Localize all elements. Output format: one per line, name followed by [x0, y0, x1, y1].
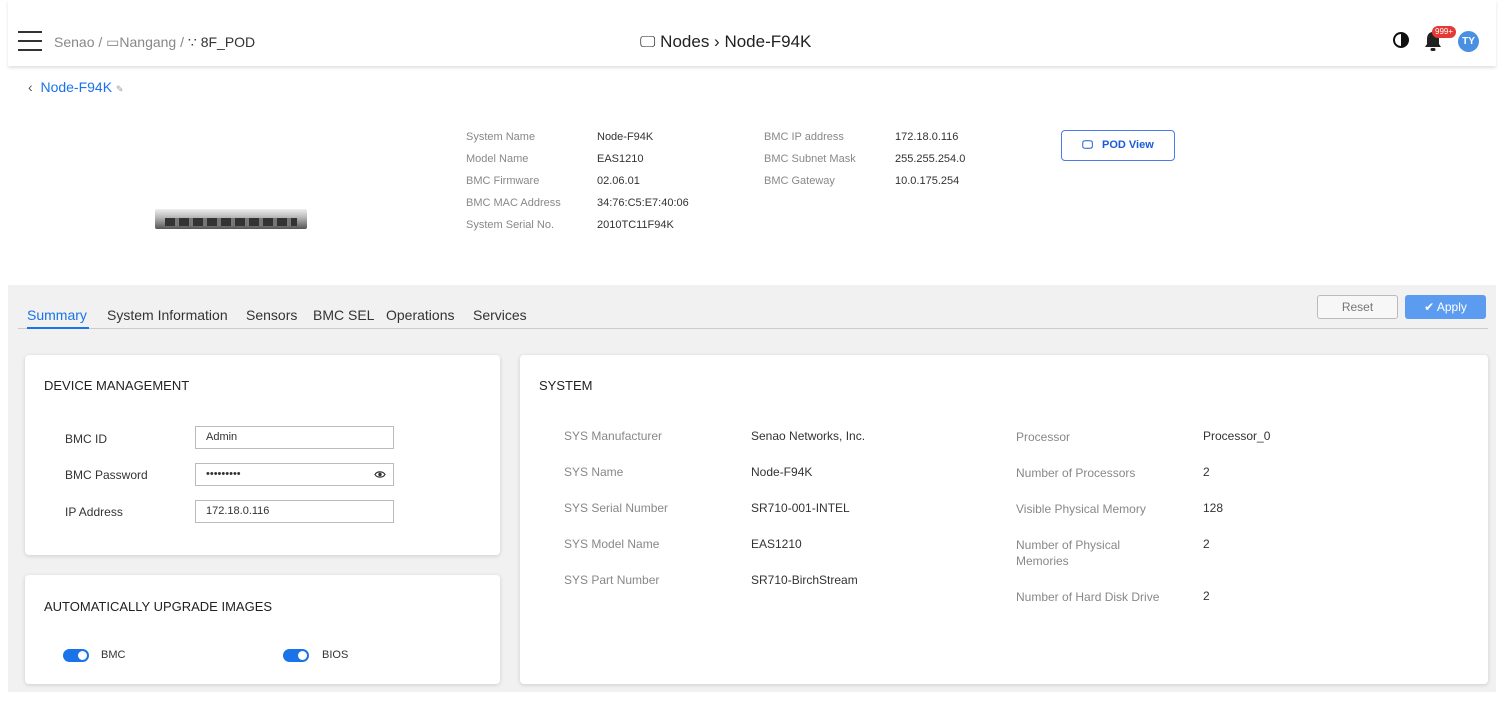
password-value: ••••••••• [206, 468, 241, 480]
top-bar [8, 0, 1496, 66]
info-value: EAS1210 [597, 153, 644, 165]
system-label: SYS Part Number [564, 573, 660, 587]
system-value: 2 [1203, 537, 1210, 551]
monitor-icon: 🖵 [640, 34, 656, 51]
ip-address-input[interactable]: 172.18.0.116 [195, 500, 394, 523]
ip-address-label: IP Address [65, 505, 123, 519]
tab-sensors[interactable]: Sensors [246, 307, 298, 323]
card-title: DEVICE MANAGEMENT [44, 378, 190, 393]
server-image [155, 209, 307, 229]
system-label: SYS Serial Number [564, 501, 669, 515]
info-label: System Serial No. [466, 219, 555, 231]
title-section: Nodes [660, 32, 710, 51]
info-label: Model Name [466, 153, 529, 165]
card-title: SYSTEM [539, 378, 593, 393]
tab-divider [18, 328, 1488, 329]
system-label: Number of Hard Disk Drive [1016, 590, 1160, 604]
bmc-id-input[interactable]: Admin [195, 426, 394, 449]
edit-icon[interactable]: ✎ [115, 84, 124, 94]
tab-summary[interactable]: Summary [27, 307, 87, 323]
info-value: 10.0.175.254 [895, 175, 960, 187]
active-tab-indicator [27, 327, 89, 329]
info-label: BMC Firmware [466, 175, 540, 187]
bios-toggle[interactable] [283, 649, 309, 662]
system-label: SYS Name [564, 465, 624, 479]
avatar[interactable]: TY [1458, 31, 1479, 52]
system-label: SYS Manufacturer [564, 429, 663, 443]
info-value: Node-F94K [597, 131, 654, 143]
system-value: SR710-BirchStream [751, 573, 858, 587]
card-title: AUTOMATICALLY UPGRADE IMAGES [44, 599, 273, 614]
eye-icon[interactable] [374, 470, 386, 479]
info-label: BMC MAC Address [466, 197, 561, 209]
system-value: EAS1210 [751, 537, 802, 551]
system-value: Processor_0 [1203, 429, 1271, 443]
info-value: 02.06.01 [597, 175, 640, 187]
chevron-left-icon: ‹ [28, 79, 33, 95]
info-label: BMC Subnet Mask [764, 153, 856, 165]
system-value: 2 [1203, 465, 1210, 479]
system-label: Number of Processors [1016, 466, 1136, 480]
bmc-password-input[interactable]: ••••••••• [195, 463, 394, 486]
breadcrumb-site[interactable]: Nangang / [119, 34, 184, 50]
reset-button[interactable]: Reset [1317, 295, 1398, 319]
pod-view-label: POD View [1102, 139, 1154, 151]
info-value: 172.18.0.116 [895, 131, 959, 143]
system-label: Number of Physical Memories [1016, 538, 1121, 568]
page-title: 🖵 Nodes › Node-F94K [640, 32, 811, 52]
system-label: Processor [1016, 430, 1071, 444]
title-node: Node-F94K [724, 32, 812, 51]
tab-operations[interactable]: Operations [386, 307, 455, 323]
folder-icon: ▭ [106, 34, 120, 50]
pod-icon: ∵ [187, 34, 197, 50]
info-label: BMC Gateway [764, 175, 835, 187]
system-value: Node-F94K [751, 465, 813, 479]
node-name: Node-F94K [40, 79, 113, 95]
apply-label: Apply [1436, 300, 1467, 314]
system-value: 2 [1203, 589, 1210, 603]
info-value: 2010TC11F94K [597, 219, 674, 231]
apply-button[interactable]: ✔ Apply [1405, 295, 1486, 319]
hamburger-menu-icon[interactable] [18, 31, 42, 51]
bmc-toggle[interactable] [63, 649, 89, 662]
breadcrumb-pod[interactable]: 8F_POD [200, 34, 256, 50]
tab-services[interactable]: Services [473, 307, 527, 323]
system-value: Senao Networks, Inc. [751, 429, 866, 443]
info-label: System Name [466, 131, 536, 143]
monitor-icon: 🖵 [1082, 139, 1093, 151]
bmc-password-label: BMC Password [65, 468, 148, 482]
tab-system-information[interactable]: System Information [107, 307, 228, 323]
theme-toggle-icon[interactable] [1393, 32, 1409, 48]
auto-upgrade-card: AUTOMATICALLY UPGRADE IMAGES BMC BIOS [25, 575, 500, 684]
check-icon: ✔ [1424, 300, 1435, 314]
info-value: 255.255.254.0 [895, 153, 966, 165]
system-value: 128 [1203, 501, 1224, 515]
title-separator: › [714, 32, 720, 51]
notification-badge: 999+ [1432, 26, 1457, 38]
pod-view-button[interactable]: 🖵 POD View [1061, 130, 1175, 161]
bmc-id-label: BMC ID [65, 432, 107, 446]
device-management-card: DEVICE MANAGEMENT BMC ID Admin BMC Passw… [25, 355, 500, 555]
system-label: Visible Physical Memory [1016, 502, 1146, 516]
system-label: SYS Model Name [564, 537, 660, 551]
back-link[interactable]: ‹ Node-F94K ✎ [28, 79, 123, 95]
bios-toggle-label: BIOS [322, 649, 349, 661]
tab-bmc-sel[interactable]: BMC SEL [313, 307, 375, 323]
breadcrumb-root[interactable]: Senao / [54, 34, 103, 50]
system-value: SR710-001-INTEL [751, 501, 850, 515]
breadcrumb: Senao / ▭Nangang / ∵ 8F_POD [54, 34, 255, 51]
info-label: BMC IP address [764, 131, 844, 143]
system-card: SYSTEM SYS Manufacturer Senao Networks, I… [520, 355, 1488, 684]
bmc-toggle-label: BMC [101, 649, 126, 661]
info-value: 34:76:C5:E7:40:06 [597, 197, 689, 209]
